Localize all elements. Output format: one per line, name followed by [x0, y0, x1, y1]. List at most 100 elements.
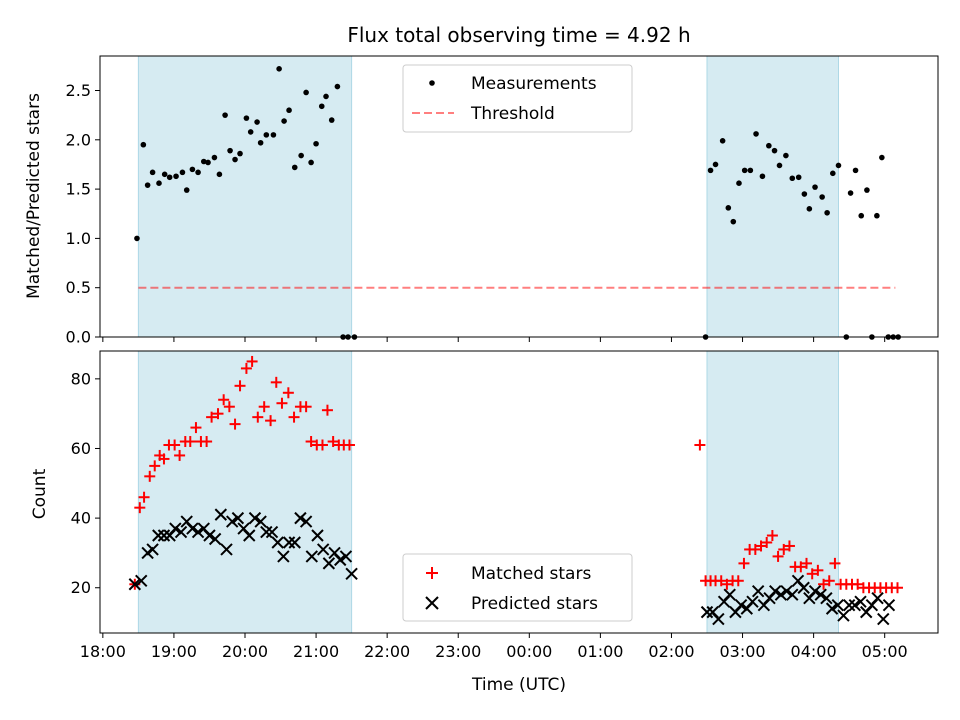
- matched-star-point: [766, 530, 778, 542]
- measurement-point: [276, 66, 282, 72]
- measurement-point: [270, 132, 277, 138]
- measurement-point: [328, 117, 335, 123]
- predicted-star-point: [254, 515, 267, 528]
- predicted-star-point: [152, 529, 165, 542]
- measurement-point: [140, 141, 147, 148]
- predicted-star-point: [146, 543, 159, 556]
- measurement-point: [166, 174, 173, 181]
- x-tick-label: 19:00: [151, 642, 197, 661]
- measurement-point: [824, 209, 830, 216]
- matched-star-point: [158, 453, 170, 465]
- top-legend: Measurements Threshold: [402, 64, 633, 133]
- measurement-point: [243, 115, 250, 121]
- measurement-point: [736, 180, 742, 186]
- top-panel: 0.0 0.5 1.0 1.5 2.0 2.5 Matched/Predicted sta…: [24, 55, 939, 347]
- predicted-star-point: [712, 612, 725, 626]
- measurement-point: [318, 103, 325, 110]
- measurement-point: [205, 159, 211, 166]
- bottom-legend: Matched stars Predicted stars: [402, 553, 633, 622]
- measurement-point: [879, 154, 885, 161]
- predicted-star-point: [700, 605, 714, 619]
- predicted-star-point: [294, 511, 307, 525]
- x-tick-label: 01:00: [577, 642, 623, 661]
- measurement-point: [847, 190, 854, 196]
- bottom-panel: 20 40 60 80 18:00 19:00 20:00 21:00 22:00 23:00 0…: [30, 350, 939, 695]
- predicted-star-point: [814, 588, 827, 601]
- y-tick-label: 20: [71, 578, 91, 597]
- matched-star-point: [288, 411, 300, 423]
- measurement-point: [776, 162, 783, 169]
- matched-star-point: [229, 418, 241, 430]
- measurement-point: [712, 161, 719, 168]
- measurement-point: [858, 212, 865, 219]
- y-tick-label: 40: [71, 509, 91, 528]
- measurement-point: [747, 167, 754, 174]
- matched-star-point: [300, 401, 312, 413]
- y-tick-label: 0.5: [66, 278, 91, 297]
- measurement-point: [707, 167, 714, 174]
- matched-star-point: [829, 557, 841, 569]
- legend-predicted-label: Predicted stars: [471, 594, 598, 614]
- matched-star-point: [258, 401, 270, 413]
- measurement-point: [211, 154, 218, 161]
- bottom-panel-frame: [99, 350, 939, 634]
- legend-predicted-marker: [425, 596, 439, 610]
- predicted-star-point: [214, 508, 228, 521]
- matched-star-point: [234, 380, 246, 392]
- measurement-point: [308, 159, 314, 166]
- matched-star-point: [305, 436, 317, 448]
- x-tick-label: 02:00: [648, 642, 694, 661]
- x-tick-label: 04:00: [791, 642, 837, 661]
- matched-star-point: [732, 575, 744, 587]
- matched-star-point: [206, 411, 218, 423]
- measurement-point: [247, 129, 254, 135]
- predicted-star-point: [265, 525, 279, 539]
- matched-star-point: [252, 411, 264, 423]
- predicted-star-point: [243, 529, 256, 542]
- predicted-star-point: [825, 602, 839, 615]
- bottom-legend-box: [402, 553, 633, 622]
- predicted-star-point: [271, 536, 284, 549]
- predicted-star-point: [174, 525, 188, 539]
- x-tick-label: 23:00: [435, 642, 481, 661]
- x-tick-label: 05:00: [862, 642, 908, 661]
- measurement-point: [254, 119, 260, 125]
- matched-star-point: [169, 439, 181, 451]
- predicted-star-point: [157, 529, 171, 542]
- matched-star-point: [755, 540, 767, 552]
- measurement-point: [313, 140, 319, 147]
- predicted-star-point: [288, 536, 301, 549]
- matched-star-point: [694, 439, 706, 451]
- matched-star-point: [144, 470, 156, 482]
- measurement-point: [730, 218, 737, 225]
- y-tick-label: 60: [71, 439, 91, 458]
- predicted-star-point: [339, 550, 353, 563]
- chart-title: Flux total observing time = 4.92 h: [347, 23, 690, 47]
- matched-star-point: [738, 557, 750, 569]
- predicted-star-point: [128, 578, 142, 591]
- predicted-star-point: [871, 591, 884, 605]
- matched-star-point: [783, 540, 795, 552]
- x-tick-label: 18:00: [80, 642, 126, 661]
- measurement-point: [759, 173, 766, 180]
- predicted-star-point: [808, 585, 822, 598]
- predicted-star-point: [797, 581, 810, 594]
- measurement-point: [830, 170, 836, 177]
- measurement-point: [232, 156, 238, 163]
- measurement-point: [835, 162, 842, 169]
- predicted-star-point: [135, 574, 148, 587]
- predicted-star-point: [734, 598, 748, 612]
- predicted-star-point: [877, 612, 890, 626]
- predicted-star-point: [316, 543, 330, 556]
- measurement-point: [161, 171, 168, 178]
- shaded-interval: [706, 350, 839, 634]
- predicted-star-point: [299, 515, 313, 528]
- predicted-star-point: [780, 585, 793, 598]
- y-tick-label: 1.5: [66, 180, 91, 199]
- measurement-point: [134, 235, 140, 242]
- measurement-point: [195, 169, 201, 176]
- measurement-point: [852, 167, 859, 174]
- matched-star-point: [852, 578, 864, 590]
- shaded-interval: [137, 350, 353, 634]
